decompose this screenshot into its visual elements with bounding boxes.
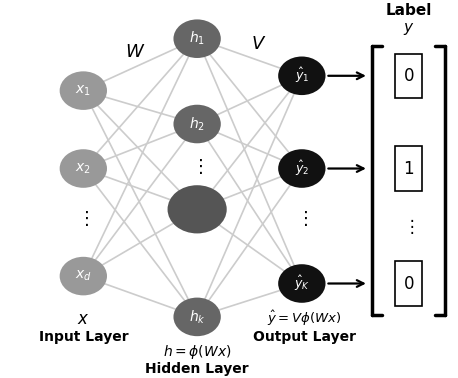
- FancyBboxPatch shape: [395, 146, 422, 191]
- Text: $V$: $V$: [251, 35, 266, 53]
- Circle shape: [174, 297, 221, 336]
- Circle shape: [278, 56, 326, 95]
- Text: $W$: $W$: [125, 43, 146, 61]
- Text: $y$: $y$: [403, 22, 414, 37]
- Text: $x_d$: $x_d$: [75, 269, 92, 283]
- Text: Hidden Layer: Hidden Layer: [145, 362, 249, 376]
- Text: $\hat{y} = V\phi(Wx)$: $\hat{y} = V\phi(Wx)$: [267, 309, 341, 328]
- Circle shape: [278, 149, 326, 188]
- Text: $\hat{y}_2$: $\hat{y}_2$: [294, 159, 309, 178]
- Text: $\vdots$: $\vdots$: [403, 217, 414, 235]
- FancyBboxPatch shape: [395, 262, 422, 305]
- Text: $h = \phi(Wx)$: $h = \phi(Wx)$: [163, 343, 231, 361]
- Text: Output Layer: Output Layer: [253, 330, 355, 344]
- Text: $\hat{y}_K$: $\hat{y}_K$: [294, 274, 310, 293]
- Text: $\vdots$: $\vdots$: [191, 157, 203, 176]
- Text: 1: 1: [403, 160, 414, 178]
- Text: $\vdots$: $\vdots$: [77, 209, 89, 228]
- Circle shape: [174, 105, 221, 143]
- Text: 0: 0: [403, 274, 414, 293]
- Text: 0: 0: [403, 67, 414, 85]
- Text: $h_2$: $h_2$: [189, 115, 205, 133]
- Text: $h_1$: $h_1$: [189, 30, 205, 47]
- Text: $\hat{y}_1$: $\hat{y}_1$: [294, 66, 309, 85]
- Text: Label: Label: [386, 3, 432, 19]
- Text: $x_1$: $x_1$: [76, 84, 91, 98]
- Circle shape: [174, 19, 221, 58]
- Text: $\vdots$: $\vdots$: [296, 209, 308, 228]
- Text: $x$: $x$: [77, 310, 90, 328]
- Circle shape: [168, 185, 227, 234]
- Text: Input Layer: Input Layer: [38, 330, 128, 344]
- Circle shape: [60, 257, 107, 295]
- Text: $h_k$: $h_k$: [189, 308, 206, 325]
- FancyBboxPatch shape: [395, 54, 422, 98]
- Circle shape: [60, 71, 107, 110]
- Text: $x_2$: $x_2$: [76, 161, 91, 176]
- Circle shape: [60, 149, 107, 188]
- Circle shape: [278, 264, 326, 303]
